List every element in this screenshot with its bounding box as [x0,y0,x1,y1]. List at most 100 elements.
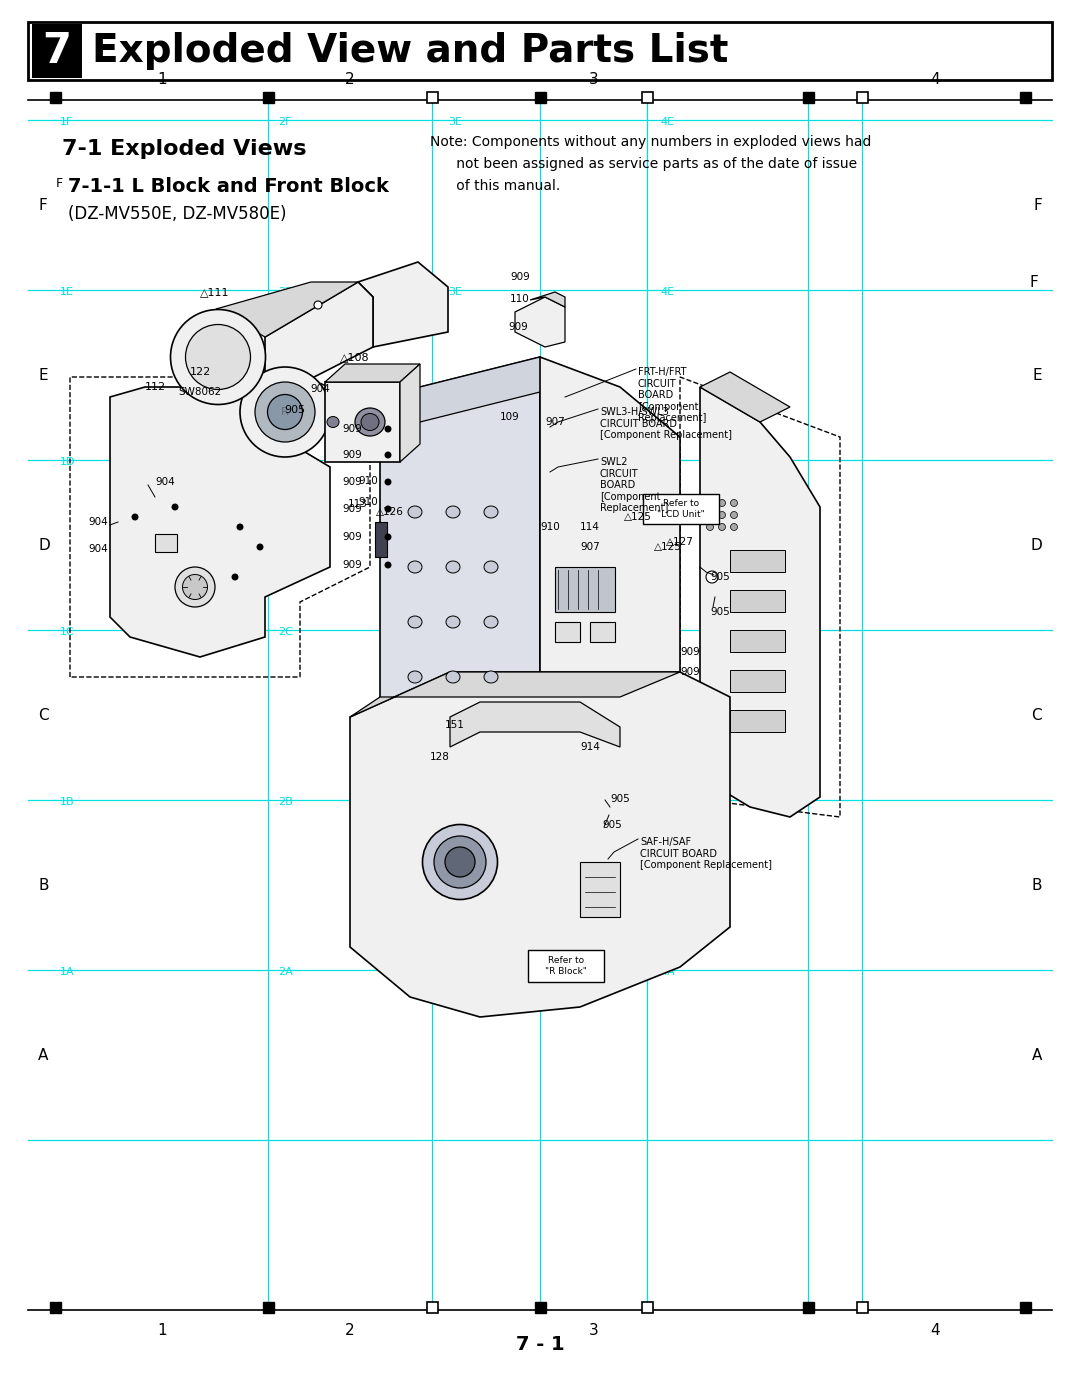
Text: SAF-H/SAF
CIRCUIT BOARD
[Component Replacement]: SAF-H/SAF CIRCUIT BOARD [Component Repla… [640,837,772,870]
Ellipse shape [327,416,339,427]
Bar [580,862,620,916]
Text: C: C [38,707,49,722]
Text: △125: △125 [624,511,652,522]
Text: R: R [281,407,288,416]
Text: 909: 909 [508,321,528,332]
Text: 7 - 1: 7 - 1 [515,1336,565,1355]
Text: 904: 904 [89,517,108,527]
Ellipse shape [446,671,460,683]
Text: 2B: 2B [278,798,293,807]
Bar [325,381,400,462]
Bar [555,622,580,643]
Bar [1020,1302,1031,1313]
Text: 2D: 2D [278,457,294,467]
Ellipse shape [172,504,178,510]
Text: 4E: 4E [660,286,674,298]
Text: 110: 110 [510,293,530,305]
Bar [427,1302,438,1313]
Ellipse shape [384,479,391,485]
Polygon shape [110,387,330,657]
Text: not been assigned as service parts as of the date of issue: not been assigned as service parts as of… [430,156,858,170]
Bar [50,1302,60,1313]
Bar [1020,92,1031,103]
Ellipse shape [408,506,422,518]
Bar [32,24,82,78]
Bar [50,92,60,103]
Text: 909: 909 [342,450,362,460]
Ellipse shape [484,562,498,573]
Text: 905: 905 [603,820,622,830]
Polygon shape [400,365,420,462]
Text: 3C: 3C [448,627,462,637]
Ellipse shape [408,562,422,573]
Polygon shape [700,387,820,817]
Ellipse shape [706,511,714,518]
Ellipse shape [268,394,302,429]
Text: 4: 4 [930,1323,940,1338]
Bar [730,671,785,692]
Text: 109: 109 [500,412,519,422]
Text: △108: △108 [340,352,369,362]
Bar [858,1302,868,1313]
Text: 4D: 4D [660,457,676,467]
Text: 905: 905 [610,793,630,805]
Text: 2A: 2A [278,967,293,977]
Ellipse shape [408,671,422,683]
Text: 151: 151 [445,719,464,731]
Ellipse shape [314,300,322,309]
Ellipse shape [730,524,738,531]
Text: SW8062: SW8062 [178,387,221,397]
Text: 4B: 4B [660,798,675,807]
Text: 910: 910 [540,522,559,532]
Text: 3A: 3A [448,967,462,977]
Text: Refer to
"R Block": Refer to "R Block" [545,956,586,977]
Text: 2: 2 [346,73,355,87]
Text: FRT-H/FRT
CIRCUIT
BOARD
[Component
Replacement]: FRT-H/FRT CIRCUIT BOARD [Component Repla… [638,367,706,423]
Polygon shape [450,703,620,747]
Text: 1: 1 [158,1323,166,1338]
Ellipse shape [361,414,379,430]
Bar [264,92,274,103]
Ellipse shape [718,500,726,507]
Ellipse shape [408,616,422,629]
Ellipse shape [422,824,498,900]
Text: 3B: 3B [448,798,462,807]
Bar [804,92,814,103]
Text: 905: 905 [284,405,306,415]
Bar [555,567,615,612]
Text: 904: 904 [89,543,108,555]
Bar [642,1302,653,1313]
Text: 4A: 4A [660,967,675,977]
Text: 2E: 2E [278,286,292,298]
Text: △126: △126 [376,507,404,517]
Polygon shape [350,672,730,1017]
Bar [535,92,546,103]
Text: 3E: 3E [448,286,462,298]
Polygon shape [515,298,565,346]
FancyBboxPatch shape [643,495,719,524]
Ellipse shape [434,835,486,888]
Text: F: F [1029,275,1038,291]
Polygon shape [530,292,565,307]
Text: 122: 122 [189,367,211,377]
Ellipse shape [730,500,738,507]
Text: 3D: 3D [448,457,463,467]
Ellipse shape [255,381,315,441]
Text: 909: 909 [680,666,700,678]
Text: 905: 905 [711,608,730,617]
Text: 1E: 1E [60,286,75,298]
Polygon shape [325,365,420,381]
Ellipse shape [175,567,215,608]
Ellipse shape [183,574,207,599]
Text: 907: 907 [580,542,599,552]
Bar [427,92,438,103]
Text: △111: △111 [200,286,230,298]
Ellipse shape [446,562,460,573]
Ellipse shape [384,506,391,511]
Text: 113: 113 [348,499,368,509]
Text: 904: 904 [310,384,329,394]
Text: 114: 114 [580,522,599,532]
Ellipse shape [232,574,238,580]
Bar [156,534,177,552]
Ellipse shape [384,534,391,541]
